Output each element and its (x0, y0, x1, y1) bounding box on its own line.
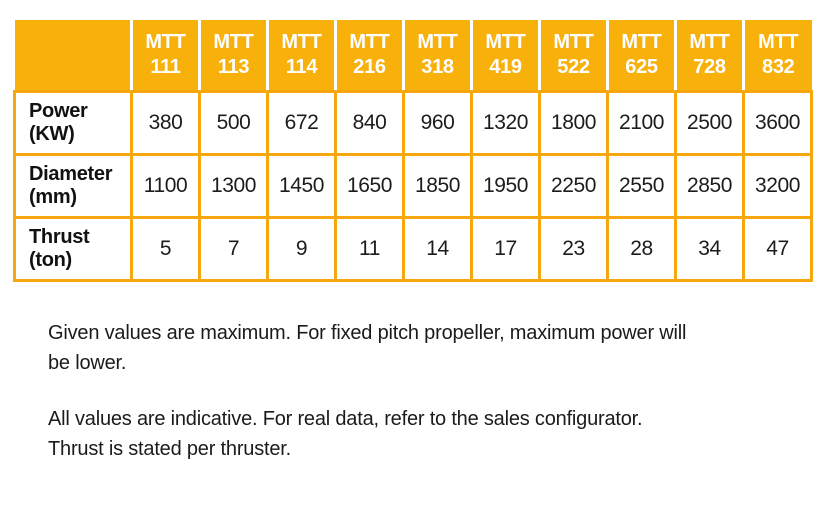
value-cell: 1450 (266, 153, 337, 219)
column-header-mtt-111: MTT 111 (130, 20, 200, 93)
value-cell: 840 (334, 90, 405, 156)
column-header-prefix: MTT (349, 31, 390, 53)
header-row: MTT 111 MTT 113 MTT 114 MTT 216 MTT 318 MTT 41… (14, 20, 812, 93)
value-cell: 1650 (334, 153, 405, 219)
value-cell: 500 (198, 90, 269, 156)
column-header-model: 113 (217, 56, 250, 78)
value-cell: 23 (538, 216, 609, 282)
value-cell: 2100 (606, 90, 677, 156)
value-cell: 960 (402, 90, 473, 156)
note-line: Thrust is stated per thruster. (48, 438, 291, 460)
column-header-mtt-419: MTT 419 (470, 20, 540, 93)
note-line: Given values are maximum. For fixed pitc… (48, 322, 687, 344)
column-header-mtt-113: MTT 113 (198, 20, 268, 93)
value-cell: 9 (266, 216, 337, 282)
note-line: All values are indicative. For real data… (48, 408, 643, 430)
value-cell: 7 (198, 216, 269, 282)
column-header-model: 318 (421, 56, 454, 78)
value-cell: 1100 (130, 153, 201, 219)
row-label-unit: (ton) (29, 249, 72, 271)
table-row-power: Power (KW) 380 500 672 840 960 1320 1800 … (13, 90, 813, 156)
row-label-text: Thrust (29, 226, 90, 248)
column-header-mtt-625: MTT 625 (606, 20, 676, 93)
column-header-prefix: MTT (553, 31, 594, 53)
column-header-prefix: MTT (758, 31, 799, 53)
note-paragraph-max-values: Given values are maximum. For fixed pitc… (48, 318, 778, 378)
table-row-diameter: Diameter (mm) 1100 1300 1450 1650 1850 19… (13, 153, 813, 219)
column-header-prefix: MTT (145, 31, 186, 53)
thruster-spec-table: MTT 111 MTT 113 MTT 114 MTT 216 MTT 318 MTT 41… (13, 20, 813, 282)
value-cell: 17 (470, 216, 541, 282)
row-label-power: Power (KW) (13, 90, 133, 156)
column-header-model: 522 (557, 56, 590, 78)
value-cell: 672 (266, 90, 337, 156)
value-cell: 3200 (742, 153, 813, 219)
row-label-unit: (KW) (29, 123, 75, 145)
value-cell: 380 (130, 90, 201, 156)
column-header-model: 728 (693, 56, 726, 78)
column-header-prefix: MTT (213, 31, 254, 53)
column-header-model: 114 (285, 56, 318, 78)
row-label-text: Power (29, 100, 88, 122)
value-cell: 1950 (470, 153, 541, 219)
column-header-prefix: MTT (485, 31, 526, 53)
table-row-thrust: Thrust (ton) 5 7 9 11 14 17 23 28 34 47 (13, 216, 813, 282)
column-header-mtt-318: MTT 318 (402, 20, 472, 93)
row-label-thrust: Thrust (ton) (13, 216, 133, 282)
row-label-unit: (mm) (29, 186, 77, 208)
value-cell: 11 (334, 216, 405, 282)
value-cell: 5 (130, 216, 201, 282)
note-line: be lower. (48, 352, 127, 374)
value-cell: 2250 (538, 153, 609, 219)
column-header-mtt-832: MTT 832 (742, 20, 812, 93)
column-header-model: 625 (625, 56, 658, 78)
value-cell: 3600 (742, 90, 813, 156)
row-label-text: Diameter (29, 163, 113, 185)
column-header-mtt-522: MTT 522 (538, 20, 608, 93)
column-header-mtt-114: MTT 114 (266, 20, 336, 93)
column-header-mtt-216: MTT 216 (334, 20, 404, 93)
value-cell: 2550 (606, 153, 677, 219)
value-cell: 2500 (674, 90, 745, 156)
value-cell: 1850 (402, 153, 473, 219)
spec-table-container: MTT 111 MTT 113 MTT 114 MTT 216 MTT 318 MTT 41… (13, 20, 813, 282)
column-header-prefix: MTT (281, 31, 322, 53)
value-cell: 1800 (538, 90, 609, 156)
column-header-prefix: MTT (689, 31, 730, 53)
column-header-model: 216 (353, 56, 386, 78)
value-cell: 28 (606, 216, 677, 282)
column-header-model: 832 (762, 56, 795, 78)
column-header-model: 111 (150, 56, 181, 78)
value-cell: 1320 (470, 90, 541, 156)
column-header-prefix: MTT (417, 31, 458, 53)
value-cell: 34 (674, 216, 745, 282)
column-header-model: 419 (489, 56, 522, 78)
column-header-mtt-728: MTT 728 (674, 20, 744, 93)
value-cell: 1300 (198, 153, 269, 219)
note-paragraph-indicative-values: All values are indicative. For real data… (48, 404, 778, 464)
row-label-diameter: Diameter (mm) (13, 153, 133, 219)
value-cell: 2850 (674, 153, 745, 219)
table-corner-cell (14, 20, 132, 93)
column-header-prefix: MTT (621, 31, 662, 53)
value-cell: 14 (402, 216, 473, 282)
value-cell: 47 (742, 216, 813, 282)
